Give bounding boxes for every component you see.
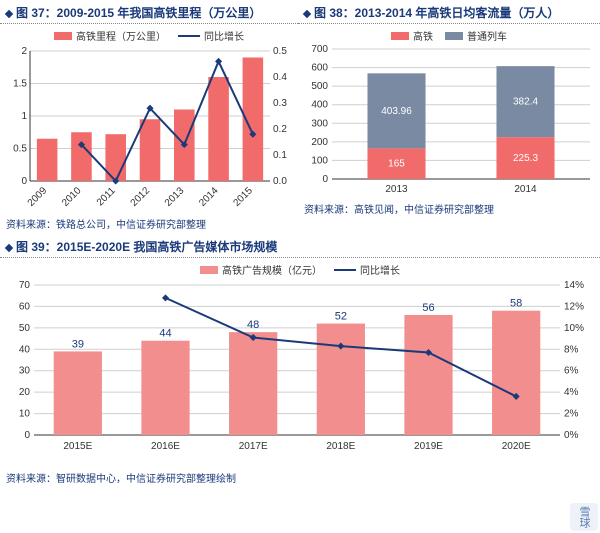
svg-text:0.1: 0.1: [273, 150, 287, 161]
chart-38-plot: 0 100 200 300 400 500 600 700 165 403.96 2013 225.3…: [298, 45, 600, 198]
svg-text:2016E: 2016E: [151, 441, 180, 452]
svg-text:8%: 8%: [564, 344, 579, 355]
svg-text:6%: 6%: [564, 366, 579, 377]
svg-text:58: 58: [510, 298, 522, 310]
svg-text:2017E: 2017E: [239, 441, 268, 452]
svg-text:2013: 2013: [163, 185, 187, 209]
svg-text:4%: 4%: [564, 387, 579, 398]
chart-39-title: 图 39：2015E-2020E 我国高铁广告媒体市场规模: [0, 234, 600, 258]
chart-39-panel: 图 39：2015E-2020E 我国高铁广告媒体市场规模 高铁广告规模（亿元）…: [0, 234, 600, 488]
svg-text:52: 52: [335, 311, 347, 323]
chart-37-legend: 高铁里程（万公里） 同比增长: [0, 24, 298, 45]
swatch-bar-icon: [54, 32, 72, 40]
svg-text:20: 20: [19, 387, 31, 398]
swatch-b-icon: [445, 32, 463, 40]
svg-text:70: 70: [19, 280, 31, 291]
legend-line-37: 同比增长: [178, 28, 244, 43]
svg-text:0.5: 0.5: [273, 46, 287, 57]
svg-text:165: 165: [388, 159, 405, 170]
svg-text:225.3: 225.3: [513, 153, 538, 164]
svg-text:2011: 2011: [95, 185, 118, 208]
swatch-bar-icon: [200, 266, 218, 274]
chart-37-plot: 0 0.5 1 1.5 2 0.0 0.1 0.2 0.3 0.4 0.5 2009 2010 2011 2…: [0, 45, 298, 213]
svg-text:1.5: 1.5: [13, 79, 27, 90]
svg-text:400: 400: [311, 100, 328, 111]
swatch-line-icon: [178, 35, 200, 37]
chart-38-panel: 图 38：2013-2014 年高铁日均客流量（万人） 高铁 普通列车 0 100…: [298, 0, 600, 234]
legend-bar-39: 高铁广告规模（亿元）: [200, 262, 322, 277]
legend-a-38-label: 高铁: [413, 28, 433, 43]
svg-text:30: 30: [19, 366, 31, 377]
chart-38-source: 资料来源：高铁见闻，中信证券研究部整理: [298, 198, 600, 219]
svg-text:2010: 2010: [60, 185, 84, 209]
svg-text:2015: 2015: [231, 185, 255, 209]
svg-text:2020E: 2020E: [502, 441, 531, 452]
svg-text:2009: 2009: [26, 185, 50, 209]
svg-text:2012: 2012: [129, 185, 153, 209]
legend-line-39: 同比增长: [334, 262, 400, 277]
svg-text:60: 60: [19, 301, 31, 312]
svg-text:500: 500: [311, 81, 328, 92]
swatch-a-icon: [391, 32, 409, 40]
svg-text:2015E: 2015E: [63, 441, 92, 452]
watermark-icon: 雪球: [570, 503, 598, 531]
legend-b-38-label: 普通列车: [467, 28, 507, 43]
svg-text:0.4: 0.4: [273, 72, 287, 83]
svg-text:2%: 2%: [564, 409, 579, 420]
svg-text:382.4: 382.4: [513, 97, 538, 108]
svg-text:0: 0: [21, 176, 27, 187]
chart-38-title: 图 38：2013-2014 年高铁日均客流量（万人）: [298, 0, 600, 24]
svg-text:100: 100: [311, 155, 328, 166]
chart-37-source: 资料来源：铁路总公司，中信证券研究部整理: [0, 213, 298, 234]
svg-text:10%: 10%: [564, 323, 584, 334]
svg-text:2014: 2014: [514, 184, 537, 195]
svg-text:48: 48: [247, 319, 259, 331]
svg-text:10: 10: [19, 409, 31, 420]
svg-text:0: 0: [322, 174, 328, 185]
svg-text:300: 300: [311, 118, 328, 129]
svg-text:403.96: 403.96: [381, 106, 412, 117]
legend-b-38: 普通列车: [445, 28, 507, 43]
svg-text:600: 600: [311, 63, 328, 74]
svg-text:2: 2: [21, 46, 27, 57]
svg-text:200: 200: [311, 137, 328, 148]
svg-text:2014: 2014: [197, 185, 221, 209]
legend-line-37-label: 同比增长: [204, 28, 244, 43]
svg-text:0.3: 0.3: [273, 98, 287, 109]
chart-37-title: 图 37：2009-2015 年我国高铁里程（万公里）: [0, 0, 298, 24]
svg-text:0: 0: [24, 430, 30, 441]
svg-text:44: 44: [159, 328, 171, 340]
legend-bar-37-label: 高铁里程（万公里）: [76, 28, 166, 43]
svg-text:0.2: 0.2: [273, 124, 287, 135]
svg-text:2019E: 2019E: [414, 441, 443, 452]
svg-text:2018E: 2018E: [326, 441, 355, 452]
legend-a-38: 高铁: [391, 28, 433, 43]
svg-text:50: 50: [19, 323, 31, 334]
svg-text:40: 40: [19, 344, 31, 355]
svg-text:2013: 2013: [385, 184, 408, 195]
svg-text:700: 700: [311, 45, 328, 55]
svg-text:0.5: 0.5: [13, 144, 27, 155]
chart-38-legend: 高铁 普通列车: [298, 24, 600, 45]
chart-37-panel: 图 37：2009-2015 年我国高铁里程（万公里） 高铁里程（万公里） 同比…: [0, 0, 298, 234]
svg-text:1: 1: [21, 111, 27, 122]
svg-text:56: 56: [422, 302, 434, 314]
swatch-line-icon: [334, 269, 356, 271]
svg-text:12%: 12%: [564, 301, 584, 312]
svg-text:14%: 14%: [564, 280, 584, 291]
legend-bar-37: 高铁里程（万公里）: [54, 28, 166, 43]
legend-bar-39-label: 高铁广告规模（亿元）: [222, 262, 322, 277]
svg-text:0%: 0%: [564, 430, 579, 441]
svg-text:39: 39: [72, 338, 84, 350]
svg-text:0.0: 0.0: [273, 176, 287, 187]
chart-39-plot: 0 10 20 30 40 50 60 70 0% 2% 4% 6% 8% 10% 12% 14% 39 2015…: [0, 279, 600, 467]
legend-line-39-label: 同比增长: [360, 262, 400, 277]
chart-39-source: 资料来源：智研数据中心，中信证券研究部整理绘制: [0, 467, 600, 488]
chart-39-legend: 高铁广告规模（亿元） 同比增长: [0, 258, 600, 279]
